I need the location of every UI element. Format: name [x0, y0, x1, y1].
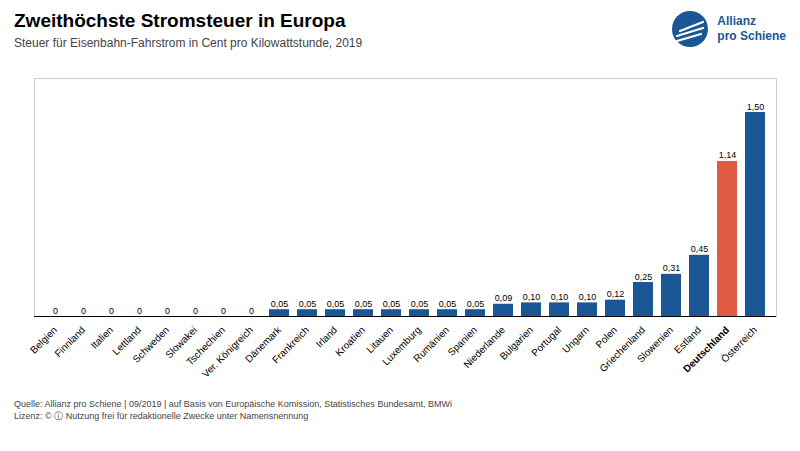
- svg-text:0,09: 0,09: [495, 293, 513, 303]
- html-text:pro Schiene: pro Schiene: [717, 29, 786, 43]
- svg-text:Dänemark: Dänemark: [242, 324, 284, 365]
- svg-text:Bulgarien: Bulgarien: [498, 324, 536, 362]
- html-text:Quelle: Allianz pro Schiene |: Quelle: Allianz pro Schiene | 09/2019 | …: [14, 399, 452, 409]
- svg-text:0,45: 0,45: [691, 244, 709, 254]
- svg-text:Lettland: Lettland: [110, 324, 144, 358]
- svg-text:0,05: 0,05: [355, 299, 373, 309]
- svg-text:Kroatien: Kroatien: [333, 324, 367, 358]
- svg-text:Slowakei: Slowakei: [163, 324, 200, 361]
- svg-text:Italien: Italien: [89, 324, 116, 351]
- svg-text:1,14: 1,14: [719, 150, 737, 160]
- svg-text:Österreich: Österreich: [719, 324, 759, 364]
- svg-text:0: 0: [165, 306, 170, 316]
- html-text:Lizenz: © ⓘ Nutzung frei für r: Lizenz: © ⓘ Nutzung frei für redaktionel…: [14, 411, 309, 422]
- svg-text:Estland: Estland: [671, 324, 704, 356]
- svg-text:0: 0: [193, 306, 198, 316]
- svg-text:1,50: 1,50: [747, 102, 765, 112]
- svg-text:Niederlande: Niederlande: [461, 324, 507, 370]
- svg-text:0: 0: [109, 306, 114, 316]
- svg-text:Polen: Polen: [593, 324, 619, 350]
- svg-text:0: 0: [81, 306, 86, 316]
- svg-text:Schweden: Schweden: [130, 324, 171, 365]
- svg-text:Litauen: Litauen: [364, 324, 396, 356]
- svg-text:Belgien: Belgien: [27, 324, 60, 356]
- svg-text:Ungarn: Ungarn: [560, 324, 591, 355]
- html-text:Zweithöchste Stromsteuer in Eu: Zweithöchste Stromsteuer in Europa: [14, 10, 346, 31]
- svg-text:0: 0: [221, 306, 226, 316]
- svg-text:0,31: 0,31: [663, 263, 681, 273]
- svg-text:0: 0: [53, 306, 58, 316]
- svg-text:Luxemburg: Luxemburg: [380, 324, 424, 368]
- svg-text:0,12: 0,12: [607, 289, 625, 299]
- svg-text:0,10: 0,10: [551, 292, 569, 302]
- svg-text:0,05: 0,05: [467, 299, 485, 309]
- svg-text:0: 0: [137, 306, 142, 316]
- svg-text:Slowenien: Slowenien: [635, 324, 675, 364]
- svg-text:Ver. Königreich: Ver. Königreich: [199, 324, 256, 380]
- svg-text:0,05: 0,05: [439, 299, 457, 309]
- svg-text:0,05: 0,05: [411, 299, 429, 309]
- svg-text:0,10: 0,10: [523, 292, 541, 302]
- html-text:Allianz: Allianz: [717, 14, 756, 28]
- html-text:Steuer für Eisenbahn-Fahrstrom: Steuer für Eisenbahn-Fahrstrom in Cent p…: [14, 36, 363, 50]
- svg-text:Frankreich: Frankreich: [270, 324, 311, 365]
- svg-text:Irland: Irland: [314, 324, 339, 349]
- svg-text:Spanien: Spanien: [445, 324, 480, 358]
- svg-text:Deutschland: Deutschland: [681, 324, 731, 374]
- svg-text:0,05: 0,05: [327, 299, 345, 309]
- svg-text:0,10: 0,10: [579, 292, 597, 302]
- svg-text:0,25: 0,25: [635, 272, 653, 282]
- svg-text:0,05: 0,05: [299, 299, 317, 309]
- svg-text:0: 0: [249, 306, 254, 316]
- svg-text:Portugal: Portugal: [529, 324, 563, 358]
- svg-text:Tschechien: Tschechien: [184, 324, 228, 368]
- svg-text:Finnland: Finnland: [52, 324, 87, 359]
- svg-text:0,05: 0,05: [383, 299, 401, 309]
- svg-text:Rumänien: Rumänien: [411, 324, 451, 364]
- svg-text:0,05: 0,05: [271, 299, 289, 309]
- svg-text:Griechenland: Griechenland: [597, 324, 647, 374]
